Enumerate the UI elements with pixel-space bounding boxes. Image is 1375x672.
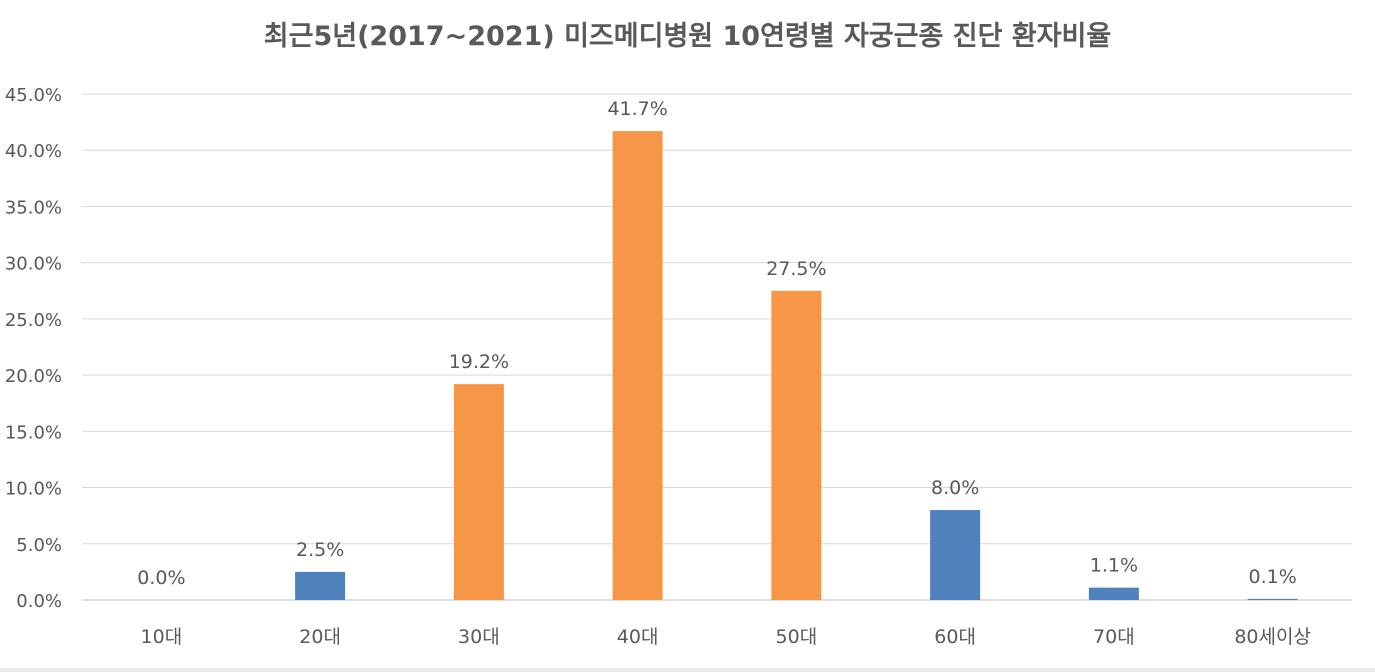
y-tick-label: 25.0% <box>5 310 62 331</box>
x-tick-label: 40대 <box>617 626 659 648</box>
data-label: 27.5% <box>766 258 826 280</box>
x-tick-label: 30대 <box>458 626 500 648</box>
x-tick-label: 50대 <box>776 626 818 648</box>
data-label: 41.7% <box>607 98 667 120</box>
data-label: 0.0% <box>137 567 185 589</box>
chart-title: 최근5년(2017~2021) 미즈메디병원 10연령별 자궁근종 진단 환자비… <box>263 21 1112 52</box>
y-tick-label: 35.0% <box>5 197 62 218</box>
x-tick-label: 80세이상 <box>1234 626 1311 648</box>
y-tick-label: 45.0% <box>5 85 62 106</box>
data-label: 0.1% <box>1248 566 1296 588</box>
bar <box>1247 598 1298 600</box>
y-tick-label: 40.0% <box>5 141 62 162</box>
data-label: 8.0% <box>931 477 979 499</box>
x-tick-label: 10대 <box>141 626 183 648</box>
data-label: 19.2% <box>449 351 509 373</box>
bar <box>1088 587 1139 600</box>
x-tick-label: 70대 <box>1093 626 1135 648</box>
y-tick-label: 30.0% <box>5 254 62 275</box>
data-label: 1.1% <box>1090 555 1138 577</box>
y-tick-label: 5.0% <box>16 535 62 556</box>
y-tick-label: 15.0% <box>5 422 62 443</box>
bar <box>612 131 663 600</box>
data-label: 2.5% <box>296 539 344 561</box>
y-tick-label: 20.0% <box>5 366 62 387</box>
bar <box>295 571 346 600</box>
bar <box>771 290 822 600</box>
x-tick-label: 60대 <box>934 626 976 648</box>
x-tick-label: 20대 <box>299 626 341 648</box>
bar <box>930 510 981 600</box>
y-tick-label: 0.0% <box>16 591 62 612</box>
bottom-divider <box>0 668 1375 672</box>
bar <box>453 384 504 600</box>
y-tick-label: 10.0% <box>5 479 62 500</box>
